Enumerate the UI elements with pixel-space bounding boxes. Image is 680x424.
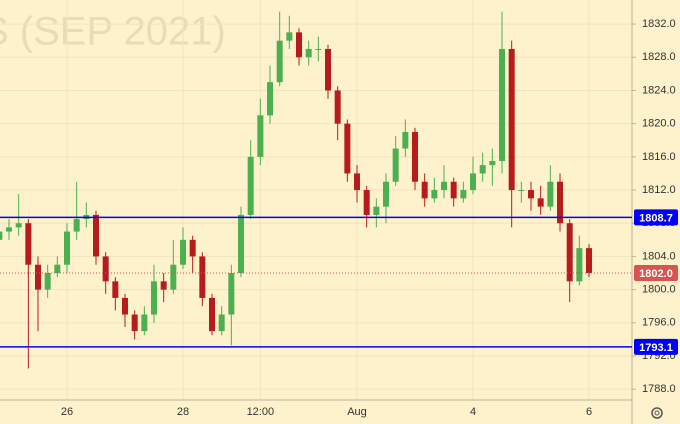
gear-hub[interactable] [654, 410, 660, 416]
candle-body [228, 273, 235, 315]
level-label: 1808.7 [639, 212, 673, 224]
candle-body [15, 223, 22, 228]
level-label-box [634, 209, 678, 226]
y-tick-label: 1832.0 [642, 18, 676, 30]
x-tick-label: 6 [586, 406, 592, 418]
gear[interactable] [651, 407, 663, 419]
candle-body [276, 40, 283, 83]
candle-body [131, 314, 138, 332]
candle-body [151, 281, 158, 315]
candle-body [325, 48, 332, 91]
candle-body [576, 248, 583, 282]
candle-body [412, 131, 419, 182]
candle-body [209, 297, 216, 332]
y-tick-label: 1820.0 [642, 118, 676, 130]
candle-body [267, 82, 274, 116]
candle-body [373, 206, 380, 215]
candle-body [479, 165, 486, 174]
candle-body [257, 115, 264, 157]
candle-body [383, 181, 390, 207]
candle-body [5, 227, 12, 232]
settings-icon[interactable] [651, 407, 663, 419]
candle-body [315, 48, 322, 50]
candle-body [470, 173, 477, 191]
candle-body [63, 231, 70, 265]
candle-body [499, 48, 506, 161]
y-tick-label: 1824.0 [642, 84, 676, 96]
candle-body [73, 219, 80, 232]
candle-body [305, 48, 312, 58]
candle-body [363, 190, 370, 215]
candle-body [586, 248, 593, 274]
candle-body [286, 32, 293, 41]
candle-body [44, 273, 51, 290]
candle-body [112, 281, 119, 298]
candle-body [334, 90, 341, 124]
candle-body [450, 181, 457, 199]
candle-body [518, 190, 525, 192]
candle-body [122, 297, 129, 315]
x-tick-label: 4 [470, 406, 476, 418]
last-price-box [634, 265, 678, 282]
candle-body [508, 48, 515, 191]
candle-body [402, 131, 409, 149]
y-tick-label: 1816.0 [642, 151, 676, 163]
candle-body [180, 239, 187, 265]
y-tick-label: 1828.0 [642, 51, 676, 63]
candle-body [344, 123, 351, 174]
candle-body [218, 314, 225, 332]
level-label: 1793.1 [639, 342, 673, 354]
candle-body [557, 181, 564, 224]
last-price-label: 1802.0 [639, 268, 673, 280]
candle-body [102, 256, 109, 282]
candle-body [25, 223, 32, 265]
candle-body [199, 256, 206, 298]
y-tick-label: 1804.0 [642, 250, 676, 262]
candle-body [421, 181, 428, 199]
grid [0, 0, 632, 400]
candle-body [528, 190, 535, 199]
candle-body [54, 264, 61, 274]
y-tick-label: 1800.0 [642, 284, 676, 296]
candle-body [189, 239, 196, 257]
candle-body [537, 198, 544, 207]
candle-body [566, 223, 573, 282]
candle-body [441, 181, 448, 191]
candle-body [247, 156, 254, 215]
y-tick-label: 1796.0 [642, 317, 676, 329]
candle-body [34, 264, 41, 290]
candle-body [460, 190, 467, 199]
watermark: S (SEP 2021) [0, 10, 226, 54]
candle-body [160, 281, 167, 290]
candle-body [489, 160, 496, 166]
candle-body [547, 181, 554, 207]
level-label-box [634, 338, 678, 355]
x-tick-label: 28 [177, 406, 189, 418]
candle-body [354, 173, 361, 191]
y-tick-label: 1812.0 [642, 184, 676, 196]
candle-body [0, 231, 3, 240]
x-tick-label: 26 [61, 406, 73, 418]
candle-body [93, 214, 99, 257]
candle-body [170, 264, 177, 290]
y-tick-label: 1788.0 [642, 383, 676, 395]
candle-body [431, 190, 438, 199]
x-tick-label: 12:00 [247, 406, 275, 418]
candle-body [296, 32, 303, 58]
candle-body [141, 314, 148, 332]
candle-body [392, 148, 399, 182]
candle-body [238, 214, 245, 274]
x-tick-label: Aug [347, 406, 367, 418]
